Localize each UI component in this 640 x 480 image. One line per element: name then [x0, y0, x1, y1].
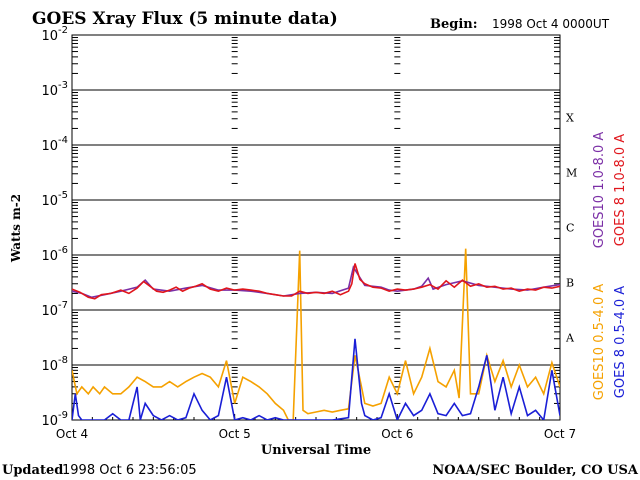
- flare-class-labels: X M C B A: [565, 112, 577, 345]
- flare-class-label: C: [566, 222, 574, 235]
- legend-entry: GOES10 0.5-4.0 A: [592, 284, 607, 401]
- y-tick-label: 10-2: [41, 25, 68, 44]
- series-line: [72, 338, 560, 420]
- y-axis-label: Watts m-2: [9, 194, 23, 263]
- x-tick-label: Oct 5: [219, 427, 251, 441]
- flare-class-label: A: [565, 332, 575, 345]
- series-line: [72, 248, 560, 420]
- y-tick-label: 10-4: [41, 135, 68, 154]
- data-source: NOAA/SEC Boulder, CO USA: [432, 463, 639, 478]
- updated-label: Updated: [2, 463, 63, 478]
- plot-frame: [71, 34, 561, 421]
- series-line: [72, 263, 560, 300]
- legend: GOES10 1.0-8.0 A GOES 8 1.0-8.0 A GOES10 0…: [592, 132, 628, 401]
- x-tick-label: Oct 6: [381, 427, 413, 441]
- x-tick-label: Oct 4: [56, 427, 88, 441]
- chart-title: GOES Xray Flux (5 minute data): [32, 9, 338, 29]
- x-axis-label: Universal Time: [261, 443, 371, 458]
- y-tick-label: 10-3: [41, 80, 68, 99]
- legend-entry: GOES 8 0.5-4.0 A: [613, 286, 628, 398]
- legend-entry: GOES 8 1.0-8.0 A: [613, 134, 628, 246]
- flare-class-label: X: [566, 112, 574, 125]
- y-tick-label: 10-6: [41, 245, 68, 264]
- begin-label: Begin:: [430, 17, 478, 32]
- flare-class-label: M: [566, 167, 577, 180]
- begin-value: 1998 Oct 4 0000UT: [492, 17, 610, 31]
- y-tick-label: 10-7: [41, 300, 68, 319]
- minor-ticks: [72, 37, 560, 404]
- y-tick-label: 10-5: [41, 190, 68, 209]
- y-tick-label: 10-9: [41, 410, 68, 429]
- y-tick-label: 10-8: [41, 355, 68, 374]
- decade-gridlines: [72, 34, 560, 421]
- x-tick-label: Oct 7: [544, 427, 576, 441]
- series-lines: [72, 248, 560, 420]
- flare-class-label: B: [566, 277, 574, 290]
- x-tick-labels: Oct 4 Oct 5 Oct 6 Oct 7: [56, 414, 576, 441]
- updated-value: 1998 Oct 6 23:56:05: [62, 463, 197, 478]
- legend-entry: GOES10 1.0-8.0 A: [592, 132, 607, 249]
- y-tick-labels: 10-2 10-3 10-4 10-5 10-6 10-7 10-8 10-9: [41, 25, 68, 429]
